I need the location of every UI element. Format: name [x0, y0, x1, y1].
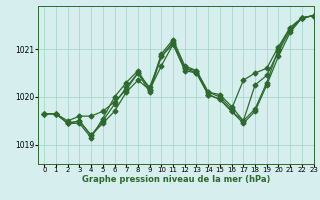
X-axis label: Graphe pression niveau de la mer (hPa): Graphe pression niveau de la mer (hPa) [82, 175, 270, 184]
